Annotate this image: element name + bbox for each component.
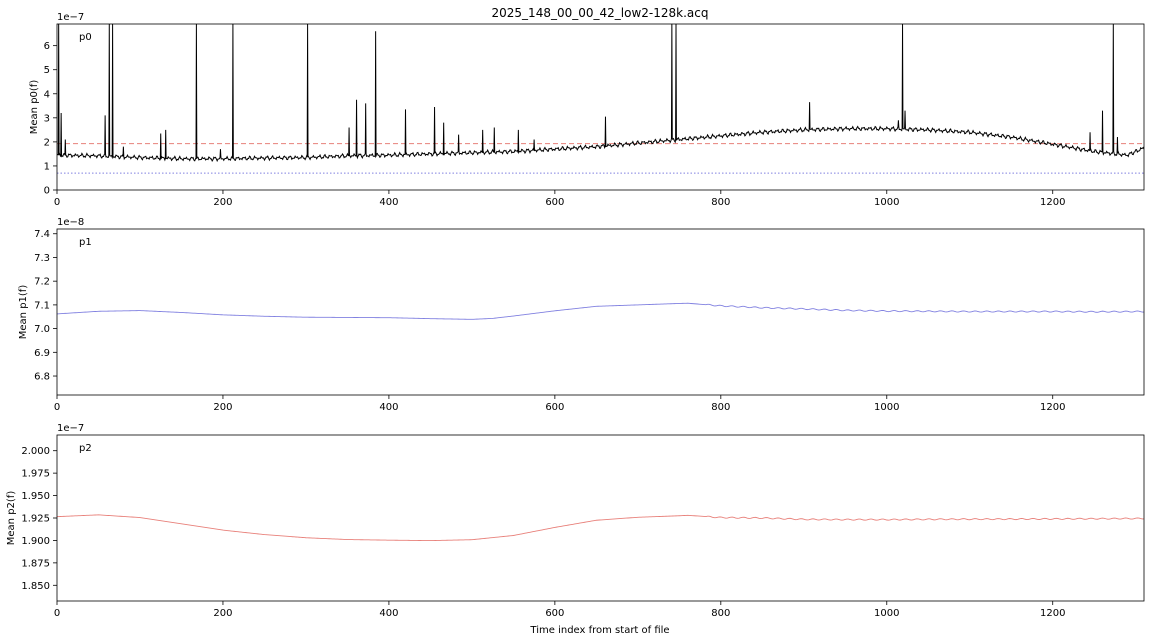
x-tick-label: 1000 <box>874 608 899 619</box>
y-tick-label: 7.2 <box>34 277 50 288</box>
y-tick-label: 7.4 <box>34 229 50 240</box>
figure-title: 2025_148_00_00_42_low2-128k.acq <box>492 6 709 20</box>
y-tick-label: 7.1 <box>34 300 50 311</box>
series-line-p1 <box>57 302 1144 320</box>
panel-label: p2 <box>79 443 92 454</box>
plot-frame <box>56 23 1145 191</box>
y-tick-label: 4 <box>44 89 50 100</box>
x-tick-label: 800 <box>711 402 730 413</box>
y-tick-label: 2.000 <box>21 446 50 457</box>
panel-label: p0 <box>79 32 92 43</box>
x-tick-label: 400 <box>379 608 398 619</box>
x-tick-label: 200 <box>213 197 232 208</box>
y-tick-label: 7.3 <box>34 253 50 264</box>
y-tick-label: 6.8 <box>34 372 50 383</box>
panel-p1: 0 200 400 600 800 1000 1200 6.8 6.9 7.0 7.1 7.2 7.3 7… <box>18 217 1145 413</box>
x-tick-label: 600 <box>545 402 564 413</box>
x-tick-label: 1000 <box>874 402 899 413</box>
x-tick-label: 600 <box>545 608 564 619</box>
y-offset-text: 1e−7 <box>57 423 84 434</box>
x-tick-label: 400 <box>379 197 398 208</box>
y-tick-label: 6 <box>44 41 50 52</box>
y-axis-label: Mean p2(f) <box>6 491 17 546</box>
y-tick-label: 1.950 <box>21 491 50 502</box>
y-offset-text: 1e−7 <box>57 12 84 23</box>
y-tick-label: 1.900 <box>21 536 50 547</box>
plot-area <box>57 514 1144 542</box>
x-tick-label: 200 <box>213 608 232 619</box>
x-tick-label: 1200 <box>1040 197 1065 208</box>
x-tick-label: 0 <box>54 608 60 619</box>
series-line-p2 <box>57 514 1144 542</box>
y-tick-label: 3 <box>44 113 50 124</box>
y-tick-label: 5 <box>44 65 50 76</box>
x-tick-label: 200 <box>213 402 232 413</box>
plot-area <box>57 302 1144 320</box>
x-tick-label: 1000 <box>874 197 899 208</box>
y-tick-label: 6.9 <box>34 348 50 359</box>
panel-p0: 0 200 400 600 800 1000 1200 0 1 2 3 4 5 6 1e−7 p0 Mean p… <box>29 12 1145 208</box>
y-tick-label: 1.925 <box>21 514 50 525</box>
x-tick-label: 1200 <box>1040 608 1065 619</box>
plot-frame <box>56 434 1145 602</box>
y-tick-label: 0 <box>44 186 50 197</box>
x-tick-label: 0 <box>54 402 60 413</box>
plot-frame <box>56 228 1145 396</box>
x-axis-label: Time index from start of file <box>529 625 669 636</box>
panel-label: p1 <box>79 237 92 248</box>
x-tick-label: 800 <box>711 197 730 208</box>
y-tick-label: 1 <box>44 161 50 172</box>
x-tick-label: 400 <box>379 402 398 413</box>
y-axis-label: Mean p0(f) <box>29 80 40 135</box>
y-tick-label: 2 <box>44 137 50 148</box>
x-tick-label: 1200 <box>1040 402 1065 413</box>
x-tick-label: 0 <box>54 197 60 208</box>
y-tick-label: 7.0 <box>34 324 50 335</box>
y-axis-label: Mean p1(f) <box>18 285 29 340</box>
y-tick-label: 1.975 <box>21 469 50 480</box>
panel-p2: 0 200 400 600 800 1000 1200 1.850 1.875 1.900 1.92… <box>6 423 1145 619</box>
y-offset-text: 1e−8 <box>57 217 84 228</box>
y-tick-label: 1.875 <box>21 558 50 569</box>
series-line-p0 <box>57 24 1144 163</box>
y-tick-label: 1.850 <box>21 581 50 592</box>
plot-area <box>57 24 1144 174</box>
x-tick-label: 600 <box>545 197 564 208</box>
x-tick-label: 800 <box>711 608 730 619</box>
